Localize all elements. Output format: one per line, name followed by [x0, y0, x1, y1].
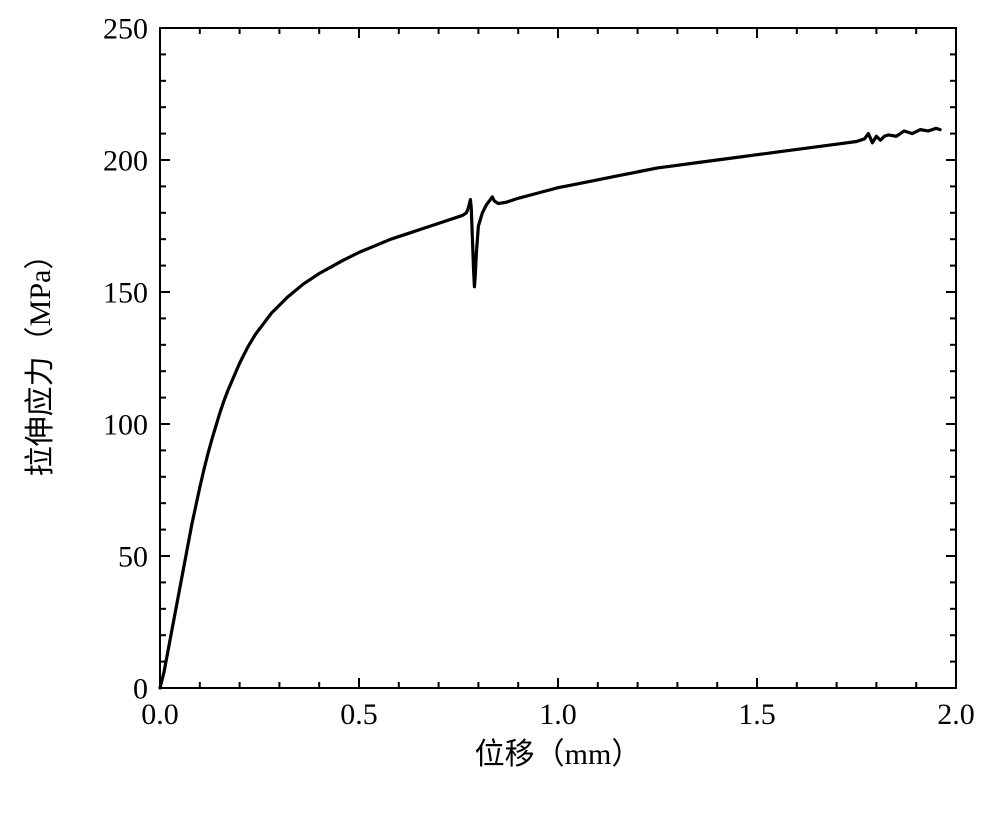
- y-axis-label: 拉伸应力（MPa）: [24, 240, 57, 477]
- y-tick-label: 0: [133, 673, 148, 706]
- y-tick-label: 200: [103, 145, 148, 178]
- y-tick-label: 50: [118, 541, 148, 574]
- x-tick-label: 1.5: [738, 698, 776, 731]
- y-tick-label: 100: [103, 409, 148, 442]
- x-tick-label: 0.5: [340, 698, 378, 731]
- x-tick-label: 2.0: [937, 698, 975, 731]
- y-tick-label: 250: [103, 13, 148, 46]
- chart-canvas: 0.00.51.01.52.0050100150200250位移（mm）拉伸应力…: [0, 0, 1000, 822]
- x-axis-label: 位移（mm）: [475, 738, 642, 771]
- stress-displacement-chart: 0.00.51.01.52.0050100150200250位移（mm）拉伸应力…: [0, 0, 1000, 822]
- x-tick-label: 1.0: [539, 698, 577, 731]
- y-tick-label: 150: [103, 277, 148, 310]
